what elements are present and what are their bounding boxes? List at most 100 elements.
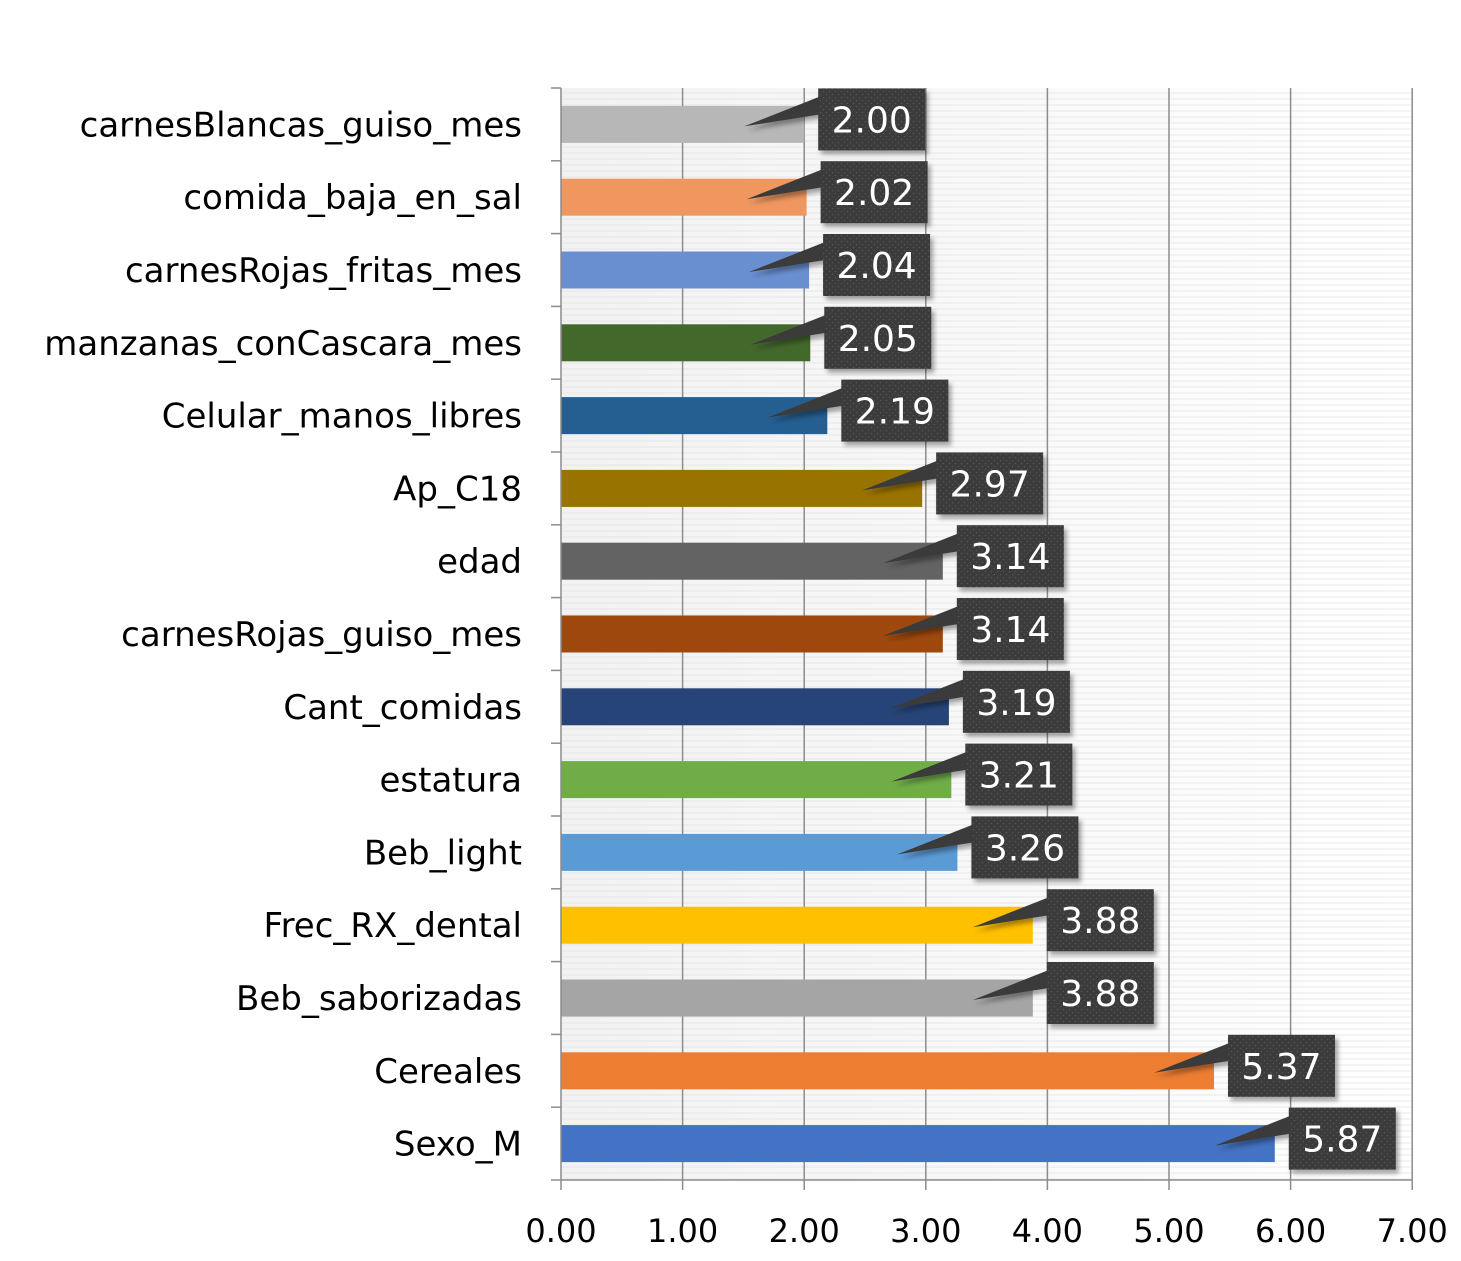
category-label: manzanas_conCascara_mes xyxy=(44,324,522,364)
data-label-callout xyxy=(1214,1107,1396,1170)
data-label: 3.26 xyxy=(985,828,1065,869)
category-label: Cereales xyxy=(374,1052,522,1092)
data-label: 3.14 xyxy=(970,610,1050,651)
data-label-callout xyxy=(750,306,932,369)
data-label-callout xyxy=(767,379,949,442)
x-tick-label: 1.00 xyxy=(647,1212,718,1250)
x-tick-label: 2.00 xyxy=(769,1212,840,1250)
bar xyxy=(561,688,949,726)
data-label-callout xyxy=(862,452,1044,515)
bar xyxy=(561,469,923,507)
callout-box xyxy=(1046,889,1154,952)
callout-pointer xyxy=(862,460,939,491)
callout-box xyxy=(971,816,1079,879)
bar xyxy=(561,1052,1214,1090)
bar xyxy=(561,906,1033,944)
category-label: Ap_C18 xyxy=(393,469,522,509)
x-tick-label: 0.00 xyxy=(525,1212,596,1250)
data-label: 5.87 xyxy=(1302,1120,1382,1161)
bar xyxy=(561,324,811,362)
category-label: Beb_saborizadas xyxy=(236,979,522,1019)
category-label: Beb_light xyxy=(364,833,522,873)
bar xyxy=(561,1125,1275,1163)
data-label-callout xyxy=(891,743,1073,806)
bars xyxy=(561,105,1275,1163)
data-label-callout xyxy=(972,889,1154,952)
x-tick-label: 4.00 xyxy=(1012,1212,1083,1250)
callout-pointer xyxy=(744,96,821,127)
data-label-callout xyxy=(888,670,1070,733)
callout-box xyxy=(841,379,949,442)
bar xyxy=(561,105,805,143)
callout-pointer xyxy=(1214,1115,1291,1146)
data-label-callout xyxy=(749,234,931,296)
x-tick-label: 3.00 xyxy=(890,1212,961,1250)
x-tick-label: 7.00 xyxy=(1377,1212,1448,1250)
data-labels: 2.00 2.02 2.04 2.05 2.19 2.97 3.14 3.14 3.19 3.21… xyxy=(744,88,1396,1170)
category-label: comida_baja_en_sal xyxy=(183,178,522,218)
callout-pointer xyxy=(897,824,974,855)
callout-pointer xyxy=(882,606,959,636)
category-label: carnesBlancas_guiso_mes xyxy=(80,105,522,145)
data-label: 3.88 xyxy=(1060,974,1140,1015)
category-label: carnesRojas_fritas_mes xyxy=(125,251,522,291)
callout-box xyxy=(956,525,1064,588)
x-tick-label: 5.00 xyxy=(1133,1212,1204,1250)
callout-pointer xyxy=(746,169,823,200)
bar xyxy=(561,979,1033,1017)
callout-pointer xyxy=(767,387,844,418)
bar xyxy=(561,397,828,435)
data-label: 2.00 xyxy=(832,100,912,141)
bar xyxy=(561,833,958,871)
callout-box xyxy=(962,670,1070,733)
bar xyxy=(561,761,952,799)
callout-box xyxy=(824,306,932,369)
data-label: 3.21 xyxy=(979,756,1059,797)
bar xyxy=(561,542,943,580)
data-label: 3.14 xyxy=(970,537,1050,578)
data-label-callout xyxy=(1153,1034,1335,1097)
data-label-callout xyxy=(746,161,928,224)
callout-box xyxy=(965,743,1073,806)
category-label: Celular_manos_libres xyxy=(162,397,522,437)
data-label: 2.04 xyxy=(836,246,916,287)
data-label: 2.02 xyxy=(834,173,914,214)
callout-box xyxy=(1046,962,1154,1024)
data-label: 3.88 xyxy=(1060,901,1140,942)
category-label: edad xyxy=(437,542,522,582)
callout-box xyxy=(1227,1034,1335,1097)
axis-labels: 0.00 1.00 2.00 3.00 4.00 5.00 6.00 7.00 carnesBl… xyxy=(44,105,1448,1250)
category-label: Frec_RX_dental xyxy=(263,906,522,946)
axes xyxy=(551,87,1413,1190)
callout-pointer xyxy=(891,751,968,782)
callout-pointer xyxy=(749,242,826,272)
data-label-callout xyxy=(744,88,926,151)
callout-box xyxy=(956,598,1064,660)
data-label-callout xyxy=(972,962,1154,1024)
callout-pointer xyxy=(882,533,959,564)
data-label: 5.37 xyxy=(1241,1047,1321,1088)
data-label: 3.19 xyxy=(976,683,1056,724)
callout-pointer xyxy=(888,678,965,709)
category-label: Sexo_M xyxy=(394,1125,522,1165)
callout-pointer xyxy=(750,314,827,345)
category-label: estatura xyxy=(380,761,523,801)
data-label: 2.05 xyxy=(838,319,918,360)
callout-box xyxy=(818,88,926,151)
data-label-callout xyxy=(882,598,1064,660)
callout-pointer xyxy=(972,897,1049,928)
category-label: Cant_comidas xyxy=(283,688,522,728)
category-label: carnesRojas_guiso_mes xyxy=(121,615,522,655)
bar xyxy=(561,615,943,653)
data-label-callout xyxy=(897,816,1079,879)
callout-box xyxy=(1288,1107,1396,1170)
data-label-callout xyxy=(882,525,1064,588)
callout-box xyxy=(936,452,1044,515)
data-label: 2.97 xyxy=(950,464,1030,505)
data-label: 2.19 xyxy=(855,392,935,433)
callout-pointer xyxy=(1153,1042,1230,1073)
callout-box xyxy=(823,234,931,296)
bar xyxy=(561,251,810,289)
